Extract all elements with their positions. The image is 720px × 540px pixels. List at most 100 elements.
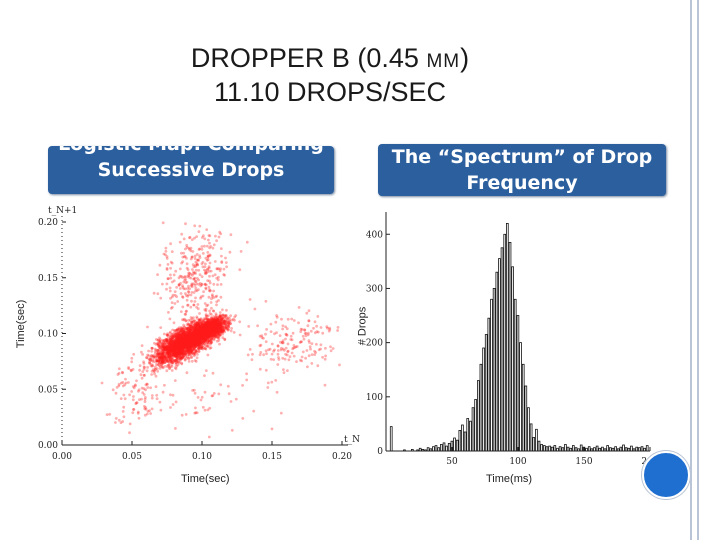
scatter-point [173,290,177,293]
scatter-point [160,348,164,352]
scatter-point [200,262,204,266]
scatter-point [127,367,131,370]
scatter-point [180,334,184,338]
scatter-point [194,337,198,340]
scatter-point [185,371,189,375]
scatter-point [200,275,204,278]
scatter-point [175,338,178,341]
scatter-point [202,336,206,339]
scatter-point [199,336,202,340]
scatter-point [276,352,280,356]
scatter-point [185,341,189,344]
scatter-point [172,350,176,354]
scatter-point [203,332,206,335]
scatter-point [204,331,208,335]
scatter-point [142,367,146,371]
scatter-point [174,355,178,358]
scatter-point [205,270,209,274]
scatter-point [205,321,208,324]
scatter-point [204,307,208,311]
scatter-point [193,224,197,228]
scatter-point [199,342,203,346]
scatter-point [168,341,172,345]
scatter-point [284,337,287,341]
scatter-point [173,347,177,351]
scatter-point [163,358,167,362]
scatter-point [196,344,200,347]
scatter-point [221,336,225,340]
scatter-point [195,342,199,346]
scatter-point [127,381,130,384]
scatter-point [158,263,162,267]
scatter-point [169,348,173,352]
scatter-point [194,333,198,336]
scatter-point [200,329,203,333]
scatter-point [187,343,191,347]
scatter-point [158,367,162,370]
scatter-point [195,338,199,341]
scatter-point [166,277,170,280]
left-caption-text: Logistic Map: Comparing Successive Drops [58,146,324,181]
scatter-point [184,345,188,349]
scatter-point [161,360,165,364]
scatter-point [211,322,215,326]
scatter-point [184,344,188,348]
scatter-point [182,337,186,341]
scatter-point [137,388,141,392]
scatter-point [197,346,201,350]
scatter-point [166,360,169,363]
scatter-point [169,336,173,340]
scatter-point [172,341,176,345]
histogram-bar [635,446,639,452]
scatter-point [181,336,185,340]
scatter-point [178,339,182,342]
scatter-point [184,336,187,340]
scatter-point [315,324,318,328]
scatter-point [194,338,197,342]
scatter-point [164,344,168,348]
scatter-point [151,364,155,367]
scatter-point [196,338,200,342]
scatter-point [169,344,173,347]
scatter-point [177,347,181,350]
scatter-point [204,330,208,334]
scatter-point [184,342,188,346]
scatter-point [286,369,289,372]
scatter-point [189,305,193,309]
scatter-point [186,346,190,349]
scatter-point [177,331,181,335]
scatter-point [192,343,196,347]
scatter-point [117,371,121,375]
scatter-point [203,329,207,333]
scatter-point [217,334,221,338]
scatter-point [184,349,188,353]
scatter-point [174,339,178,343]
scatter-point [202,324,206,328]
scatter-point [198,254,202,258]
scatter-point [158,352,161,356]
scatter-point [182,335,186,339]
scatter-point [218,342,221,346]
scatter-point [159,326,163,329]
scatter-point [167,360,171,364]
scatter-point [199,398,203,402]
scatter-point [148,358,151,361]
scatter-point [188,330,192,334]
scatter-point [168,338,172,342]
scatter-point [206,342,210,346]
scatter-point [208,324,212,328]
scatter-point [175,345,179,349]
scatter-point [229,329,233,333]
scatter-y-tick-label: 0.05 [38,385,58,395]
scatter-point [187,334,191,338]
scatter-point [286,342,290,346]
scatter-point [307,319,311,323]
scatter-point [190,340,194,343]
scatter-point [179,354,183,357]
scatter-point [238,320,242,324]
scatter-point [166,351,170,355]
scatter-point [180,356,184,360]
scatter-point [185,336,189,340]
scatter-point [209,332,213,335]
scatter-point [181,350,185,354]
